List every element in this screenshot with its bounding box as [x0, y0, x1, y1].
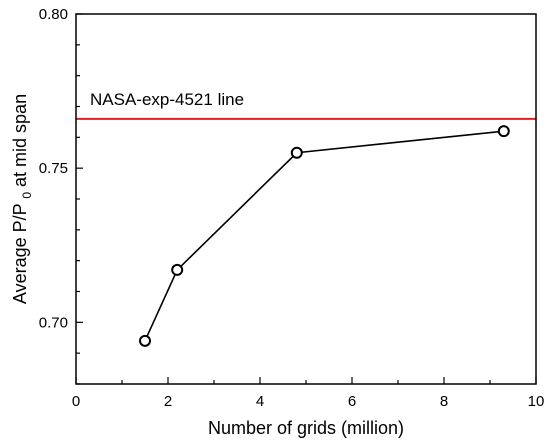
y-axis-title-subscript: 0: [20, 192, 34, 199]
x-tick-label: 0: [72, 393, 80, 410]
data-point-1: [139, 334, 151, 347]
x-tick-label: 10: [528, 393, 545, 410]
y-axis-title-main: Average P/P: [10, 203, 30, 304]
x-axis-title: Number of grids (million): [208, 418, 404, 438]
y-axis-ticks: 0.70 0.75 0.80: [39, 6, 83, 385]
y-tick-label: 0.70: [39, 314, 68, 331]
y-axis-title: Average P/P 0 at mid span: [10, 94, 35, 304]
data-point-3: [290, 146, 303, 159]
reference-line-label: NASA-exp-4521 line: [90, 90, 244, 109]
x-tick-label: 2: [164, 393, 172, 410]
series-line: [144, 130, 504, 342]
y-axis-title-suffix: at mid span: [10, 94, 30, 187]
data-point-4: [497, 125, 510, 138]
reference-line-group: NASA-exp-4521 line: [76, 90, 536, 120]
x-axis-ticks: 0 2 4 6 8 10: [72, 377, 545, 410]
y-tick-label: 0.75: [39, 160, 68, 177]
x-tick-label: 6: [348, 393, 356, 410]
y-tick-label: 0.80: [39, 6, 68, 23]
data-series: [139, 125, 510, 347]
data-points: [139, 125, 510, 347]
x-tick-label: 4: [256, 393, 264, 410]
data-point-2: [171, 263, 184, 276]
x-tick-label: 8: [440, 393, 448, 410]
